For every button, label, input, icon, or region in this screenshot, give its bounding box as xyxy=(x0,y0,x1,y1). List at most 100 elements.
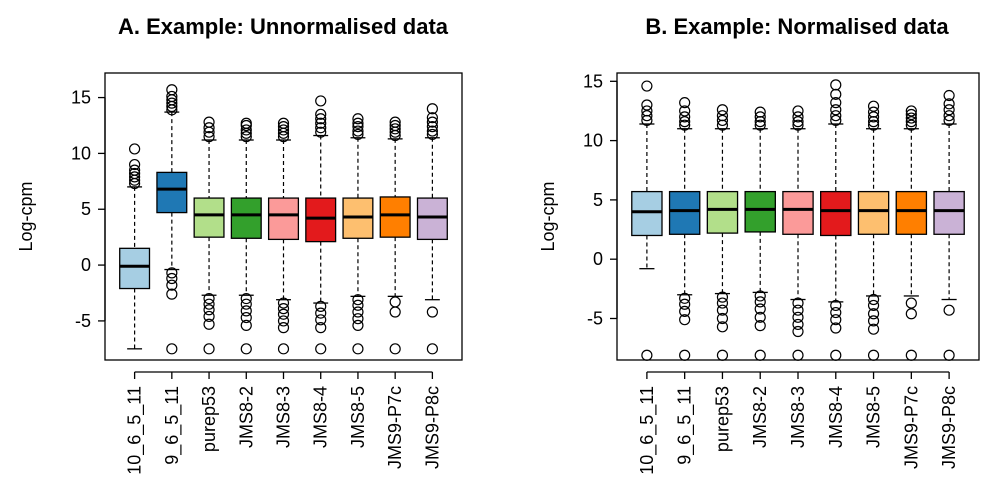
iqr-box xyxy=(156,171,188,214)
iqr-box xyxy=(744,190,776,233)
outlier-point xyxy=(203,298,215,310)
outlier-point xyxy=(716,291,729,303)
box-JMS8-3 xyxy=(782,105,814,361)
box-JMS9-P8c xyxy=(416,103,448,355)
outlier-point xyxy=(905,105,917,117)
outlier-point xyxy=(792,297,804,309)
outlier-point xyxy=(129,164,141,176)
outlier-point xyxy=(203,292,215,305)
outlier-point xyxy=(426,306,438,318)
outlier-point xyxy=(352,294,364,306)
outlier-point xyxy=(240,117,252,129)
panel-normalised: B. Example: Normalised data -5 0 5 10 15 Log-c… xyxy=(538,14,980,475)
outlier-point xyxy=(867,299,880,312)
y-tick-label: 10 xyxy=(71,143,91,163)
outlier-point xyxy=(166,84,178,96)
outlier-point xyxy=(240,305,252,317)
outlier-point xyxy=(867,111,880,123)
x-category-label: JMS9-P7c xyxy=(385,386,405,469)
outlier-point xyxy=(830,314,842,326)
outlier-point xyxy=(166,288,178,300)
outlier-point xyxy=(129,171,141,183)
outlier-point xyxy=(867,293,880,306)
outlier-point xyxy=(905,112,917,124)
outlier-point xyxy=(641,105,653,117)
y-axis-label: Log-cpm xyxy=(16,181,36,251)
outlier-point xyxy=(754,119,766,131)
outlier-point xyxy=(905,108,917,121)
y-tick-label: 15 xyxy=(71,88,91,108)
outlier-point xyxy=(716,114,729,127)
outlier-point xyxy=(679,349,691,361)
outlier-point xyxy=(315,95,327,107)
outlier-point xyxy=(352,125,364,137)
outlier-point xyxy=(830,97,842,109)
x-category-label: JMS9-P8c xyxy=(422,386,442,469)
outlier-point xyxy=(240,311,252,324)
outlier-point xyxy=(905,119,917,131)
outlier-point xyxy=(315,117,327,129)
chart-title: B. Example: Normalised data xyxy=(645,14,949,39)
outlier-point xyxy=(867,315,880,327)
outlier-point xyxy=(315,314,327,326)
outlier-point xyxy=(426,103,438,115)
box-JMS8-5 xyxy=(857,100,890,361)
outlier-point xyxy=(203,318,215,330)
outlier-point xyxy=(679,292,691,304)
outlier-point xyxy=(754,296,766,308)
x-category-label: purep53 xyxy=(199,386,219,452)
outlier-point xyxy=(389,306,401,318)
outlier-point xyxy=(641,110,653,122)
outlier-point xyxy=(352,113,364,125)
outlier-point xyxy=(792,116,804,128)
outlier-point xyxy=(203,122,215,134)
box-JMS8-3 xyxy=(267,117,300,355)
outlier-point xyxy=(277,343,290,355)
outlier-point xyxy=(792,349,804,361)
iqr-box xyxy=(857,190,890,235)
box-JMS8-2 xyxy=(744,106,776,361)
outlier-point xyxy=(641,349,653,361)
outlier-point xyxy=(426,121,438,133)
outlier-point xyxy=(679,314,691,326)
x-category-label: purep53 xyxy=(712,386,732,452)
x-category-label: JMS9-P7c xyxy=(901,386,921,469)
x-category-label: JMS8-3 xyxy=(788,386,808,448)
x-category-label: JMS8-3 xyxy=(274,386,294,448)
outlier-point xyxy=(166,343,178,355)
outlier-point xyxy=(792,111,804,123)
outlier-point xyxy=(679,119,691,131)
outlier-point xyxy=(203,304,215,316)
outlier-point xyxy=(679,97,691,109)
x-category-label: JMS9-P8c xyxy=(939,386,959,469)
iqr-box xyxy=(706,190,739,234)
outlier-point xyxy=(943,349,955,361)
iqr-box xyxy=(305,197,337,243)
outlier-point xyxy=(277,297,290,309)
outlier-point xyxy=(943,89,955,102)
outlier-point xyxy=(679,116,691,128)
outlier-point xyxy=(830,79,842,91)
outlier-point xyxy=(426,125,438,137)
y-tick-label: 10 xyxy=(583,131,603,151)
outlier-point xyxy=(426,128,438,141)
box-JMS8-2 xyxy=(230,117,262,355)
box-JMS8-4 xyxy=(820,79,852,361)
outlier-point xyxy=(716,304,729,316)
iqr-box xyxy=(933,190,965,235)
outlier-point xyxy=(792,105,804,117)
box-purep53 xyxy=(193,116,225,355)
outlier-point xyxy=(277,308,290,320)
outlier-point xyxy=(679,305,691,317)
box-JMS9-P7c xyxy=(895,105,928,361)
outlier-point xyxy=(203,131,215,143)
box-JMS8-4 xyxy=(305,95,337,355)
outlier-point xyxy=(129,167,141,180)
x-category-label: JMS8-4 xyxy=(311,386,331,448)
outlier-point xyxy=(166,279,178,291)
outlier-point xyxy=(315,300,327,312)
x-category-label: JMS8-2 xyxy=(236,386,256,448)
outlier-point xyxy=(943,114,955,127)
y-axis-label: Log-cpm xyxy=(538,181,558,251)
